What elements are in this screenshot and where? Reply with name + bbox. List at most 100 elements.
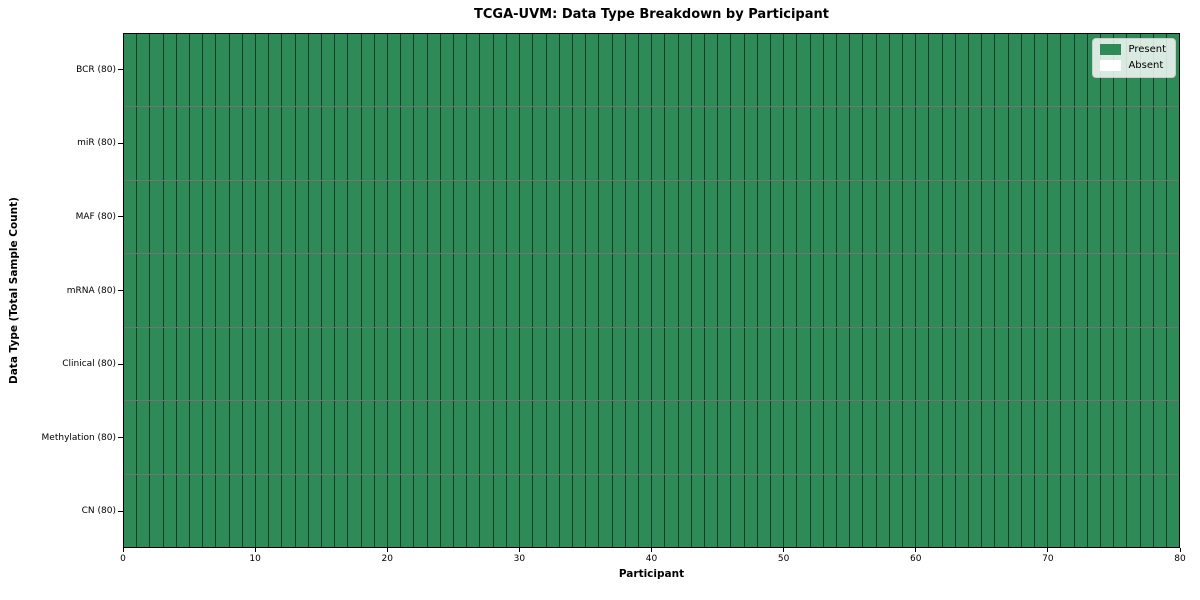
heatmap-cell (982, 254, 996, 327)
heatmap-cell (902, 107, 917, 180)
heatmap-cell (982, 34, 996, 107)
heatmap-cell (1021, 401, 1036, 474)
heatmap-cell (902, 34, 917, 107)
heatmap-cell (1101, 401, 1115, 474)
heatmap-cell (414, 34, 428, 107)
heatmap-cell (480, 34, 494, 107)
heatmap-cell (784, 34, 798, 107)
heatmap-cell (757, 474, 771, 547)
x-tick-mark (122, 548, 124, 552)
heatmap-cell (770, 327, 785, 401)
heatmap-cell (1035, 327, 1049, 401)
heatmap-cell (916, 254, 930, 327)
heatmap-cell (1140, 401, 1154, 474)
heatmap-cell (1008, 107, 1022, 180)
heatmap-cell (480, 401, 494, 474)
heatmap-cell (665, 401, 679, 474)
heatmap-cell (216, 107, 230, 180)
heatmap-cell (1114, 180, 1128, 254)
heatmap-cell (612, 254, 626, 327)
heatmap-cell (308, 34, 323, 107)
heatmap-cell (282, 401, 296, 474)
heatmap-cell (744, 401, 758, 474)
heatmap-cell (638, 107, 653, 180)
heatmap-cell (902, 401, 917, 474)
heatmap-cell (797, 107, 811, 180)
heatmap-cell (652, 474, 666, 547)
heatmap-cell (1101, 254, 1115, 327)
heatmap-cell (1074, 107, 1088, 180)
heatmap-cell (335, 34, 349, 107)
heatmap-cell (863, 180, 877, 254)
heatmap-cell (916, 180, 930, 254)
heatmap-cell (586, 107, 600, 180)
heatmap-cell (533, 180, 547, 254)
heatmap-cell (599, 327, 613, 401)
heatmap-cell (929, 254, 943, 327)
heatmap-cell (520, 254, 534, 327)
heatmap-cell (863, 34, 877, 107)
heatmap-cell (242, 180, 257, 254)
heatmap-cell (374, 180, 389, 254)
heatmap-cell (995, 401, 1009, 474)
heatmap-cell (124, 254, 138, 327)
heatmap-cell (731, 107, 745, 180)
heatmap-cell (256, 327, 270, 401)
heatmap-cell (916, 107, 930, 180)
heatmap-cell (493, 401, 507, 474)
legend-label: Absent (1128, 60, 1164, 71)
heatmap-cell (1167, 107, 1180, 180)
y-tick-label: Methylation (80) (41, 432, 116, 443)
heatmap-cell (440, 401, 455, 474)
heatmap-cell (282, 180, 296, 254)
heatmap-cell (308, 474, 323, 547)
heatmap-cell (612, 180, 626, 254)
heatmap-cell (810, 34, 824, 107)
heatmap-cell (335, 254, 349, 327)
heatmap-cell (929, 474, 943, 547)
heatmap-cell (929, 327, 943, 401)
heatmap-cell (863, 254, 877, 327)
heatmap-cell (836, 401, 851, 474)
heatmap-cell (229, 401, 243, 474)
heatmap-cell (652, 34, 666, 107)
heatmap-cell (335, 107, 349, 180)
heatmap-cell (322, 474, 336, 547)
heatmap-cell (704, 474, 719, 547)
heatmap-cell (216, 180, 230, 254)
x-tick-label: 60 (910, 554, 922, 564)
heatmap-cell (361, 254, 375, 327)
heatmap-cell (718, 254, 732, 327)
heatmap-cell (797, 327, 811, 401)
heatmap-cell (163, 474, 177, 547)
heatmap-cell (942, 474, 956, 547)
heatmap-cell (216, 401, 230, 474)
heatmap-cell (836, 180, 851, 254)
heatmap-cell (520, 180, 534, 254)
heatmap-cell (295, 34, 309, 107)
heatmap-cell (440, 107, 455, 180)
heatmap-cell (1074, 180, 1088, 254)
heatmap-cell (559, 401, 573, 474)
heatmap-cell (678, 180, 692, 254)
heatmap-cell (665, 327, 679, 401)
heatmap-cell (625, 474, 639, 547)
heatmap-cell (625, 107, 639, 180)
heatmap-cell (942, 180, 956, 254)
heatmap-cell (1074, 34, 1088, 107)
heatmap-cell (454, 327, 468, 401)
heatmap-cell (480, 180, 494, 254)
heatmap-cell (163, 180, 177, 254)
heatmap-cell (559, 34, 573, 107)
heatmap-cell (652, 180, 666, 254)
heatmap-cell (374, 107, 389, 180)
heatmap-cell (163, 254, 177, 327)
heatmap-row (124, 401, 1180, 475)
heatmap-cell (190, 180, 204, 254)
heatmap-cell (335, 401, 349, 474)
heatmap-cell (744, 474, 758, 547)
heatmap-cell (731, 34, 745, 107)
heatmap-cell (823, 107, 837, 180)
heatmap-cell (942, 254, 956, 327)
heatmap-cell (1048, 254, 1062, 327)
